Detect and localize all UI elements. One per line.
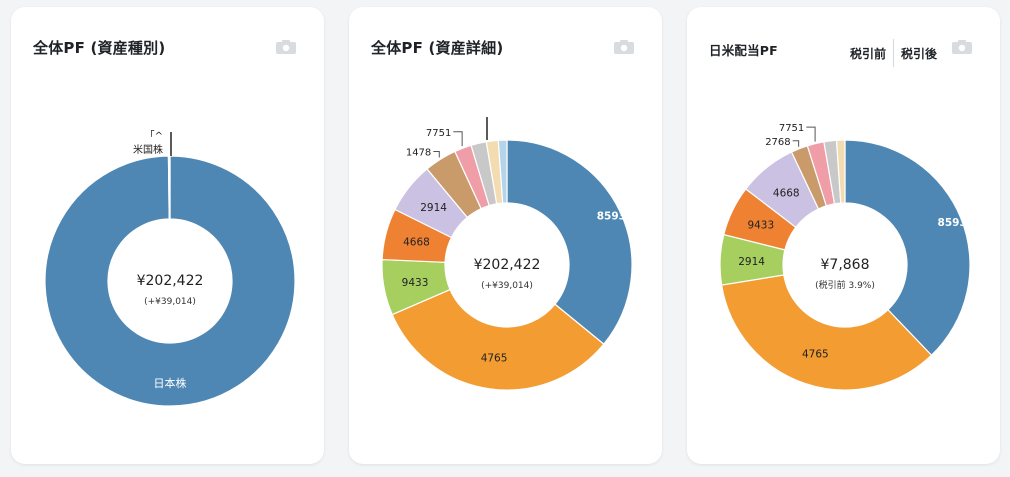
asset-detail-card: 全体PF (資産詳細) 8593 4765 9433 4668 2914 1478 7751… [349,7,662,464]
center-value: ¥202,422 [474,257,541,273]
center-value: ¥7,868 [821,257,870,273]
pie-slice[interactable] [497,139,508,204]
slice-label: 4668 [773,187,800,199]
slice-label: 9433 [402,277,429,289]
slice-label: 8593 [938,217,967,229]
slice-label: 1478 [406,148,431,159]
leader-line [806,126,816,142]
camera-icon[interactable] [952,40,972,54]
slice-label: 2768 [765,137,790,148]
slice-label: 7751 [779,123,804,134]
before-tax-toggle[interactable]: 税引前 [849,46,886,61]
slice-label: 米国株 [133,143,163,156]
dividend-card: 日米配当PF 税引前 税引後 8593 4765 2914 9433 4668 2768 7… [687,7,1000,464]
tax-toggle-group: 税引前 税引後 [845,39,942,67]
pie-slice[interactable] [844,139,971,357]
after-tax-toggle[interactable]: 税引後 [900,46,937,61]
camera-icon[interactable] [276,40,296,54]
slice-label: 4765 [481,353,508,365]
pie-slice[interactable] [835,139,846,204]
leader-line [433,151,440,158]
card-title: 日米配当PF [709,43,778,58]
slice-label: 4765 [802,349,829,361]
pie-slice[interactable] [720,274,933,391]
donut-chart: 8593 4765 9433 4668 2914 1478 7751 ¥202,422 (+¥3… [381,117,633,391]
leader-line [453,131,463,147]
slice-label: 2914 [738,256,765,268]
toggle-divider [892,39,894,67]
center-subvalue: (+¥39,014) [481,281,533,291]
slice-label: 9433 [747,219,774,231]
slice-label: 日本株 [154,376,187,390]
pie-slice[interactable] [506,139,633,345]
slice-label: 8593 [597,211,626,223]
center-value: ¥202,422 [137,273,204,289]
pie-slice[interactable] [391,288,605,391]
slice-label: 7751 [426,128,451,139]
slice-label: 4668 [403,237,430,249]
asset-type-card: 全体PF (資産種別) 日本株 米国株 「^ ¥202,422 (+¥39,014) [11,7,324,464]
center-subvalue: (税引前 3.9%) [815,279,875,291]
camera-icon[interactable] [614,40,634,54]
donut-chart: 8593 4765 2914 9433 4668 2768 7751 ¥7,868 (税引前 3… [719,123,971,391]
donut-chart: 日本株 米国株「^ ¥202,422 (+¥39,014) [44,130,296,407]
leader-line [792,140,800,147]
card-title: 全体PF (資産種別) [33,39,166,57]
slice-label: 2914 [420,202,447,214]
center-subvalue: (+¥39,014) [144,297,196,307]
card-title: 全体PF (資産詳細) [371,39,504,57]
slice-label: 「^ [145,130,163,142]
pie-slice[interactable] [44,155,296,407]
